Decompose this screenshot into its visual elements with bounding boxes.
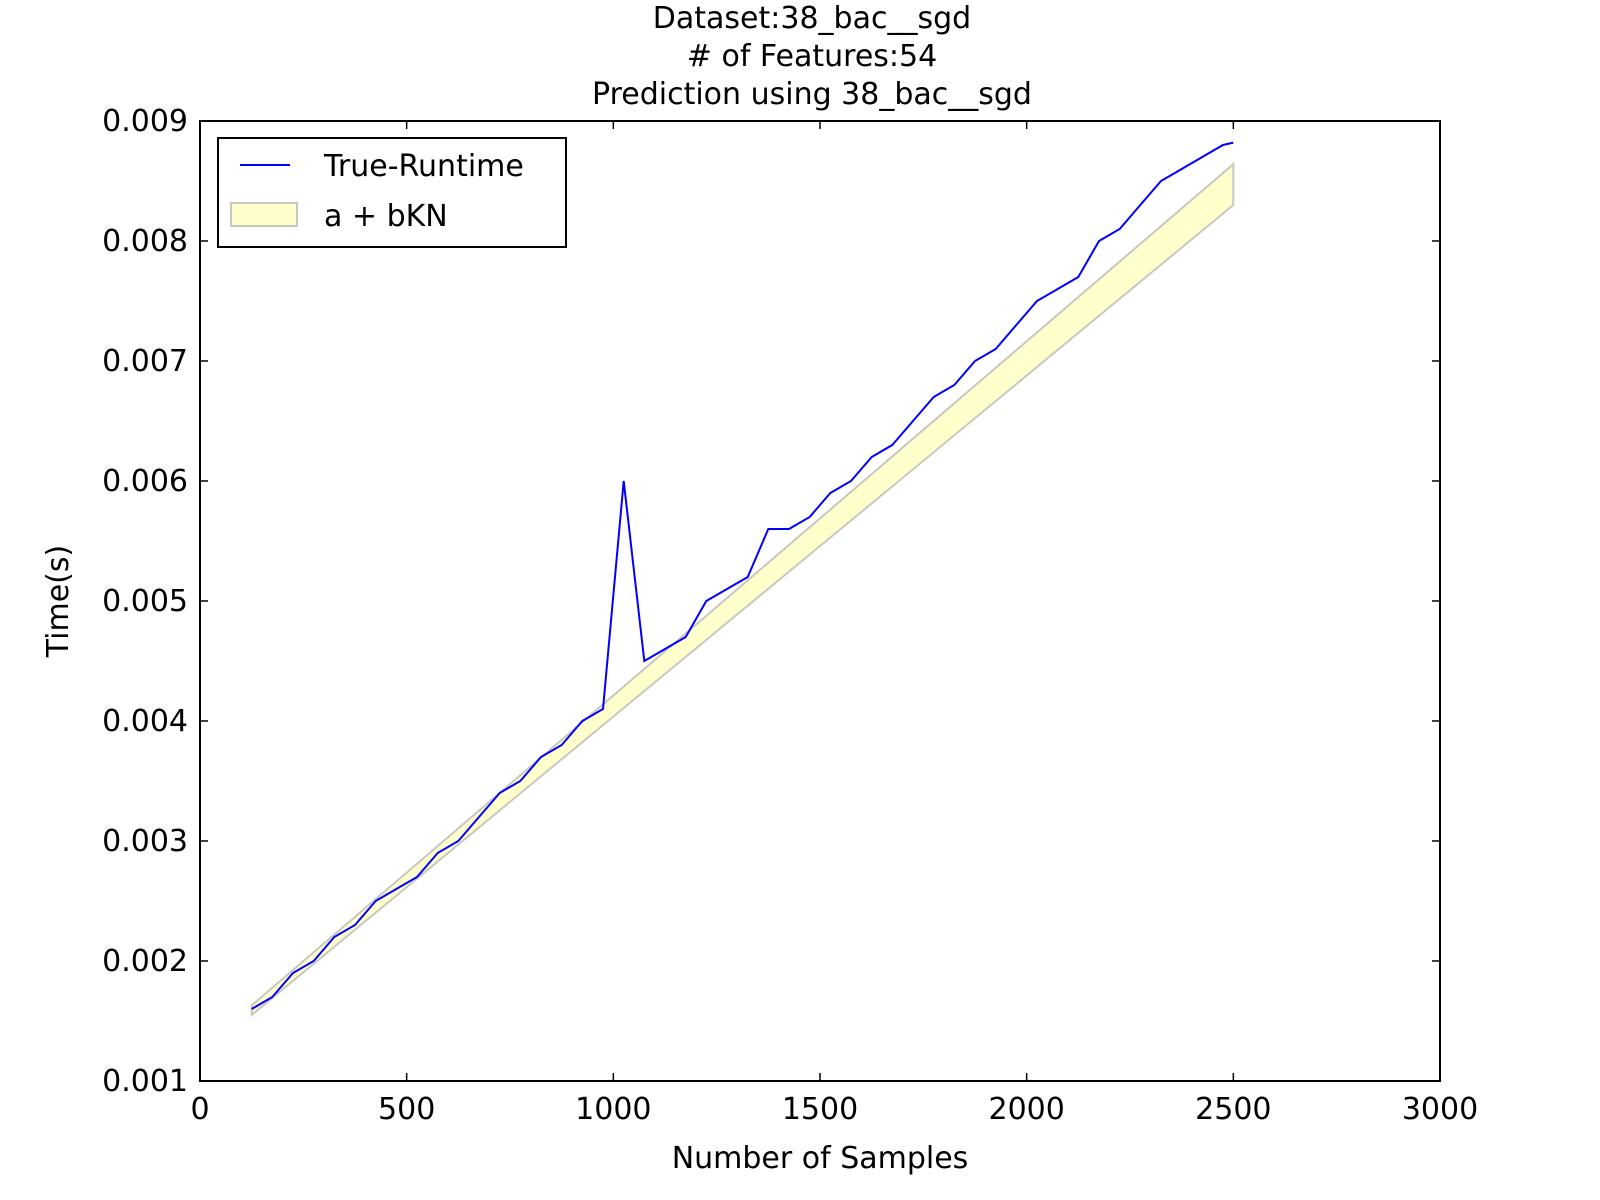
y-axis-label: Time(s) xyxy=(41,545,76,658)
title-line-2: # of Features:54 xyxy=(687,39,937,74)
title-line-3: Prediction using 38_bac__sgd xyxy=(592,77,1032,112)
x-tick-label: 1000 xyxy=(575,1092,651,1127)
legend: True-Runtime a + bKN xyxy=(217,137,567,248)
y-tick-label: 0.009 xyxy=(102,104,188,139)
x-tick-label: 3000 xyxy=(1402,1092,1478,1127)
title-line-1: Dataset:38_bac__sgd xyxy=(653,1,971,36)
tick-layer: 0 500 1000 1500 2000 2500 3000 0.001 0.002 0.003 0… xyxy=(102,104,1478,1127)
y-tick-label: 0.004 xyxy=(102,704,188,739)
x-tick-label: 0 xyxy=(190,1092,209,1127)
band-a-plus-bkn xyxy=(250,162,1235,1018)
y-tick-label: 0.001 xyxy=(102,1064,188,1099)
y-tick-label: 0.007 xyxy=(102,344,188,379)
x-tick-label: 1500 xyxy=(782,1092,858,1127)
x-tick-label: 500 xyxy=(378,1092,435,1127)
chart-title: Dataset:38_bac__sgd # of Features:54 Pre… xyxy=(592,1,1032,112)
legend-band-swatch xyxy=(230,202,298,227)
x-tick-label: 2000 xyxy=(988,1092,1064,1127)
y-tick-label: 0.008 xyxy=(102,224,188,259)
legend-band-label: a + bKN xyxy=(324,199,448,234)
plot-area: 0 500 1000 1500 2000 2500 3000 0.001 0.002 0.003 0… xyxy=(102,104,1478,1127)
y-tick-label: 0.005 xyxy=(102,584,188,619)
x-tick-label: 2500 xyxy=(1195,1092,1271,1127)
y-tick-label: 0.006 xyxy=(102,464,188,499)
band-layer xyxy=(250,162,1235,1018)
line-layer xyxy=(251,141,1234,1010)
x-axis-label: Number of Samples xyxy=(672,1141,969,1176)
y-tick-label: 0.002 xyxy=(102,944,188,979)
legend-true-runtime-label: True-Runtime xyxy=(323,149,524,184)
y-tick-label: 0.003 xyxy=(102,824,188,859)
legend-box xyxy=(217,137,567,248)
